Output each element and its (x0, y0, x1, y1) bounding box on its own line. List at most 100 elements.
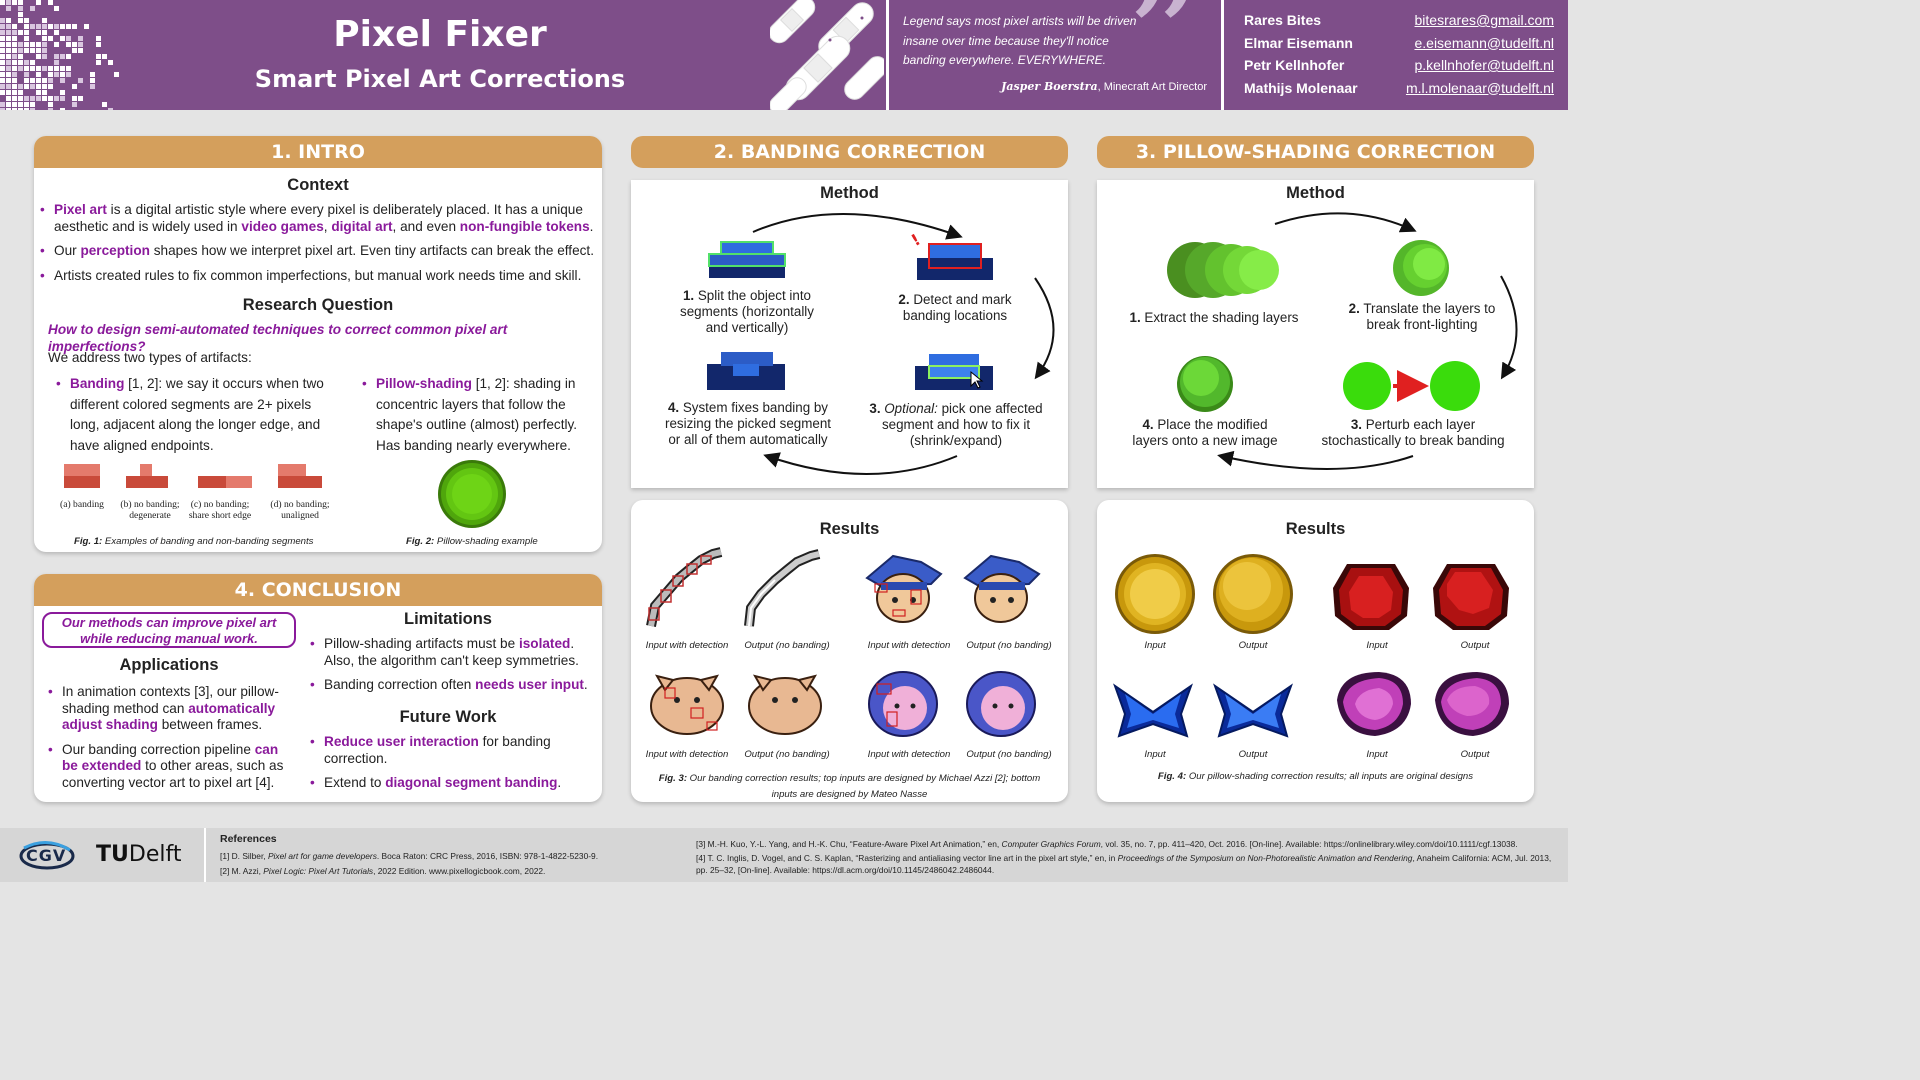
result-caption: Output (no banding) (744, 749, 830, 760)
ref-text: , vol. 35, no. 7, pp. 411–420, Oct. 2016… (1100, 839, 1518, 849)
author-email-link[interactable]: m.l.molenaar@tudelft.nl (1405, 79, 1554, 96)
mosaic-pixel (6, 102, 11, 107)
mosaic-pixel (48, 0, 53, 5)
mosaic-pixel (36, 96, 41, 101)
mosaic-pixel (18, 6, 23, 11)
application-bullet: In animation contexts [3], our pillow-sh… (48, 684, 292, 734)
artifacts-intro: We address two types of artifacts: (48, 350, 252, 365)
pillow-method-title: Method (1286, 184, 1345, 202)
banding-definition: Banding [1, 2]: we say it occurs when tw… (56, 374, 336, 456)
step-number: 3. (1350, 417, 1363, 432)
pillow-step-1: 1. Extract the shading layers (1119, 310, 1309, 326)
mosaic-pixel (6, 78, 11, 83)
bullet-text: . Also, the algorithm can't keep symmetr… (324, 636, 579, 668)
caption-text: Our banding correction results; top inpu… (687, 773, 1041, 800)
mosaic-pixel (30, 84, 35, 89)
mosaic-pixel (30, 42, 35, 47)
cgv-logo: CGV (18, 838, 76, 872)
result-caption: Input (1366, 749, 1388, 760)
banding-step-1: 1. Split the object into segments (horiz… (667, 288, 827, 336)
author-row: Mathijs Molenaar m.l.molenaar@tudelft.nl (1244, 80, 1554, 103)
author-email-link[interactable]: bitesrares@gmail.com (1414, 12, 1554, 28)
mosaic-pixel (24, 66, 29, 71)
future-work-list: Reduce user interaction for banding corr… (310, 734, 592, 792)
butterfly-input-sprite (1113, 683, 1193, 738)
apple-output-sprite (1433, 564, 1509, 630)
mosaic-pixel (0, 36, 5, 41)
limitations-list: Pillow-shading artifacts must be isolate… (310, 636, 592, 694)
author-email-link[interactable]: p.kellnhofer@tudelft.nl (1414, 57, 1554, 73)
figure-number: Fig. 4: (1157, 771, 1187, 782)
bullet-text: . (583, 677, 588, 692)
mosaic-pixel (12, 72, 17, 77)
highlight-text: Banding (70, 376, 125, 391)
mosaic-pixel (96, 54, 101, 59)
mosaic-pixel (48, 78, 53, 83)
mosaic-pixel (60, 96, 65, 101)
mosaic-pixel (90, 72, 95, 77)
mosaic-pixel (96, 60, 101, 65)
mosaic-pixel (36, 48, 41, 53)
bandage-decoration (770, 0, 884, 110)
mosaic-pixel (30, 48, 35, 53)
dog-input-sprite (650, 674, 724, 735)
banding-method-card: Method ! 1. Split the object into segmen… (631, 180, 1068, 488)
mosaic-pixel (36, 84, 41, 89)
mosaic-pixel (24, 72, 29, 77)
reference-4: [4] T. C. Inglis, D. Vogel, and C. S. Ka… (696, 853, 1556, 876)
mosaic-pixel (18, 102, 23, 107)
mosaic-pixel (30, 108, 35, 110)
banding-results-sprites (646, 547, 1041, 737)
mosaic-pixel (18, 30, 23, 35)
fig1-d (278, 464, 322, 488)
bullet-text: Our (54, 243, 81, 258)
mosaic-pixel (42, 24, 47, 29)
step-number: 4. (667, 400, 680, 415)
pillow-step-4: 4. Place the modified layers onto a new … (1125, 417, 1285, 449)
step-text: Translate the layers to break front-ligh… (1359, 301, 1496, 332)
mosaic-pixel (18, 90, 23, 95)
reference-1: [1] D. Silber, Pixel art for game develo… (220, 850, 598, 863)
future-work-title: Future Work (399, 708, 497, 726)
mosaic-pixel (60, 72, 65, 77)
mosaic-pixel (42, 48, 47, 53)
mosaic-pixel (42, 84, 47, 89)
figure-4-caption: Fig. 4: Our pillow-shading correction re… (1107, 771, 1524, 782)
figure-1-banding-examples (64, 464, 322, 488)
bullet-text: shapes how we interpret pixel art. Even … (149, 243, 594, 258)
mosaic-pixel (66, 42, 71, 47)
mosaic-pixel (78, 78, 83, 83)
future-work-bullet: Extend to diagonal segment banding. (310, 775, 592, 792)
mosaic-pixel (6, 54, 11, 59)
mosaic-pixel (36, 66, 41, 71)
mosaic-pixel (108, 108, 113, 110)
highlight-text: automatically adjust shading (62, 700, 276, 733)
mosaic-pixel (12, 30, 17, 35)
mosaic-pixel (30, 78, 35, 83)
mosaic-pixel (114, 72, 119, 77)
reference-3: [3] M.-H. Kuo, Y.-L. Yang, and H.-K. Chu… (696, 838, 1556, 851)
banding-bullet: Banding [1, 2]: we say it occurs when tw… (56, 374, 336, 456)
bullet-text: is a digital artistic style where every … (54, 202, 583, 234)
step-text: System fixes banding by resizing the pic… (665, 400, 831, 447)
mosaic-pixel (60, 24, 65, 29)
mosaic-pixel (30, 96, 35, 101)
ref-text: [1] D. Silber, (220, 851, 268, 861)
mosaic-pixel (0, 0, 5, 5)
mosaic-pixel (102, 102, 107, 107)
mosaic-pixel (24, 36, 29, 41)
author-email-link[interactable]: e.eisemann@tudelft.nl (1414, 34, 1554, 51)
figure-number: Fig. 1: (74, 536, 103, 547)
mosaic-pixel (24, 84, 29, 89)
mosaic-pixel (42, 78, 47, 83)
mosaic-pixel (12, 54, 17, 59)
quote-mark-icon: ” (1125, 0, 1202, 126)
result-caption: Input with detection (645, 640, 729, 651)
mosaic-pixel (24, 42, 29, 47)
step-text: Perturb each layer stochastically to bre… (1321, 417, 1505, 448)
mosaic-pixel (66, 54, 71, 59)
highlight-text: Pillow-shading (376, 376, 472, 391)
step4-sprite (707, 352, 785, 390)
mosaic-pixel (36, 72, 41, 77)
mosaic-pixel (36, 0, 41, 5)
